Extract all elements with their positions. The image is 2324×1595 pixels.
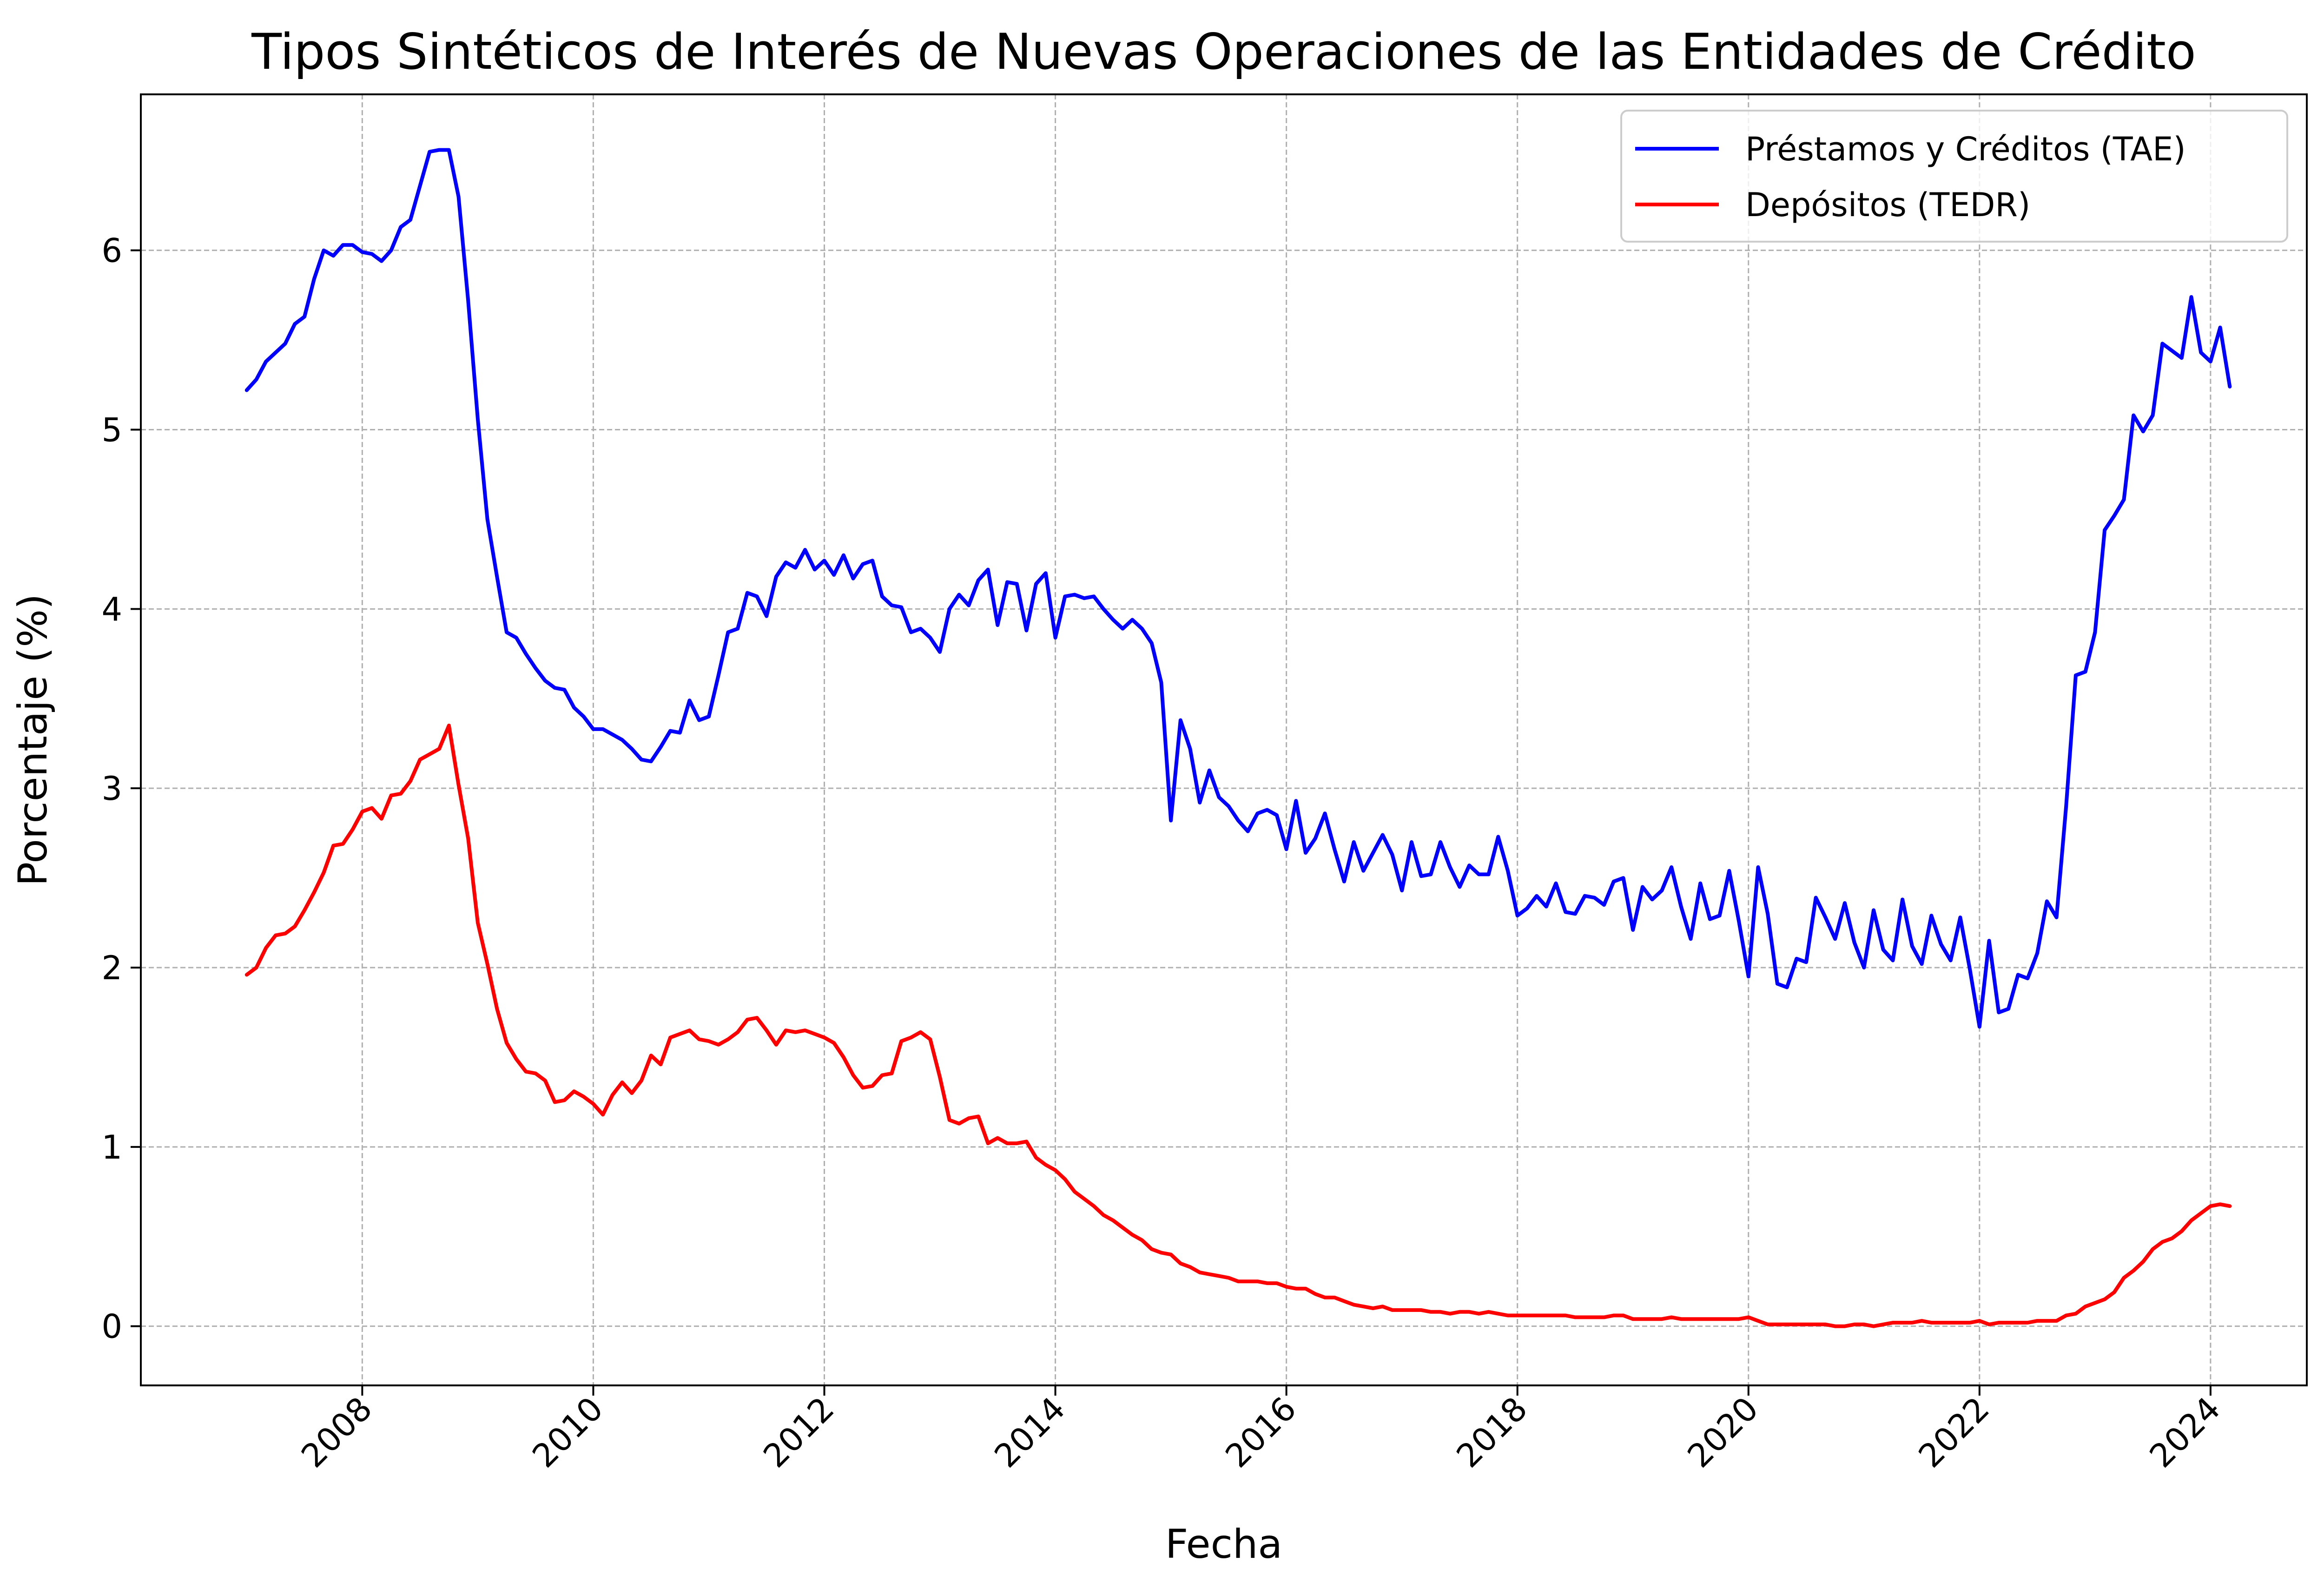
legend-box [1620, 110, 2288, 243]
y-tick-label: 5 [101, 411, 122, 449]
y-tick-label: 4 [101, 590, 122, 628]
y-axis: 0 1 2 3 4 5 6 [101, 232, 141, 1346]
y-axis-label: Porcentaje (%) [10, 594, 56, 886]
y-tick-label: 1 [101, 1128, 122, 1167]
series-layer [244, 148, 2232, 1328]
legend-label-depositos: Depósitos (TEDR) [1745, 186, 2030, 224]
legend-label-prestamos: Préstamos y Créditos (TAE) [1745, 130, 2186, 168]
plot-frame [140, 93, 2308, 1386]
x-axis-label: Fecha [1165, 1521, 1282, 1568]
series-line-prestamos [244, 148, 2232, 1029]
y-tick-label: 3 [101, 770, 122, 808]
y-tick-label: 6 [101, 232, 122, 270]
y-tick-label: 2 [101, 949, 122, 987]
chart-title: Tipos Sintéticos de Interés de Nuevas Op… [251, 23, 2196, 80]
legend: Préstamos y Créditos (TAE) Depósitos (TE… [1620, 110, 2288, 243]
series-line-depositos [244, 724, 2232, 1328]
y-tick-label: 0 [101, 1308, 122, 1346]
